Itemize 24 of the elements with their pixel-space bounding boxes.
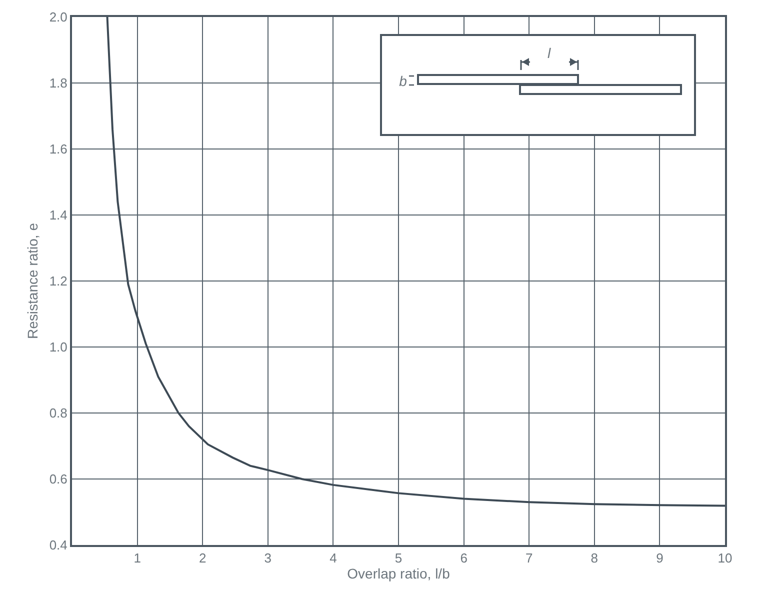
y-tick-label: 0.6 <box>49 472 68 487</box>
x-tick-label: 4 <box>330 550 337 566</box>
x-tick-label: 10 <box>718 550 732 566</box>
x-tick-label: 9 <box>656 550 664 566</box>
y-tick-label: 1.0 <box>49 340 68 355</box>
x-tick-label: 3 <box>264 550 272 566</box>
y-axis-title: Resistance ratio, e <box>24 222 40 339</box>
y-tick-label: 0.8 <box>49 406 68 421</box>
x-tick-label: 7 <box>525 550 533 566</box>
x-axis-title: Overlap ratio, l/b <box>347 566 450 582</box>
x-tick-label: 1 <box>134 550 141 566</box>
x-tick-label: 2 <box>198 550 206 566</box>
y-tick-label: 1.2 <box>49 274 68 289</box>
y-tick-label: 1.8 <box>49 76 68 91</box>
annotation: b <box>399 73 408 89</box>
y-tick-label: 1.4 <box>49 208 68 223</box>
y-tick-label: 2.0 <box>49 10 68 25</box>
x-tick-label: 8 <box>590 550 598 566</box>
y-tick-label: 1.6 <box>49 142 68 157</box>
line-series <box>106 17 725 507</box>
x-tick-label: 5 <box>394 550 402 566</box>
y-tick-label: 0.4 <box>49 538 68 553</box>
annotation: l <box>547 45 552 61</box>
x-tick-label: 6 <box>460 550 468 566</box>
